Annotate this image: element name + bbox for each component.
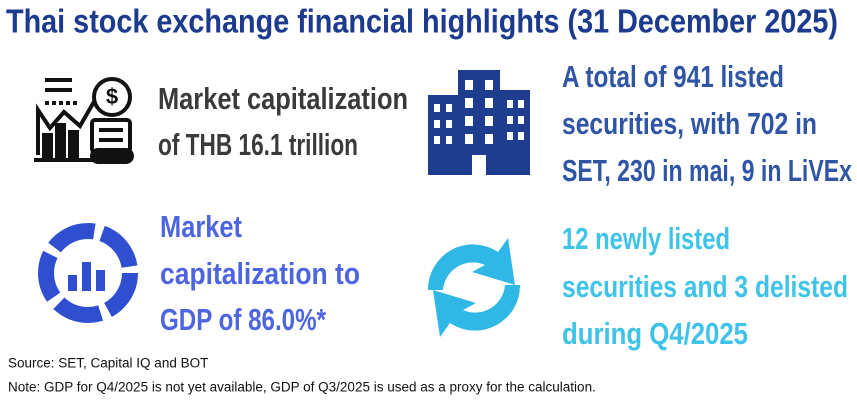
note: Note: GDP for Q4/2025 is not yet availab… [8, 380, 596, 395]
highlight-3: Market capitalization to GDP of 86.0%* [160, 209, 360, 337]
highlight-line: securities, with 702 in [562, 106, 817, 141]
highlight-line: during Q4/2025 [562, 316, 748, 351]
svg-text:$: $ [106, 84, 118, 109]
highlight-line: capitalization to [160, 256, 360, 291]
highlight-line: GDP of 86.0%* [160, 302, 327, 337]
gdp-icon [38, 223, 138, 323]
highlight-line: securities and 3 delisted [562, 269, 848, 304]
highlight-4: 12 newly listed securities and 3 deliste… [562, 221, 848, 351]
highlight-line: of THB 16.1 trillion [158, 127, 358, 162]
highlight-line: A total of 941 listed [562, 59, 784, 94]
refresh-icon [427, 238, 521, 337]
title: Thai stock exchange financial highlights… [6, 3, 838, 40]
highlight-line: Market capitalization [158, 81, 408, 116]
highlight-line: Market [160, 209, 242, 244]
highlight-line: SET, 230 in mai, 9 in LiVEx [562, 153, 853, 188]
highlight-1: Market capitalization of THB 16.1 trilli… [158, 81, 408, 162]
source: Source: SET, Capital IQ and BOT [8, 356, 208, 371]
building-icon [428, 70, 530, 175]
market-icon: $ [34, 77, 134, 164]
highlight-line: 12 newly listed [562, 221, 730, 256]
highlight-2: A total of 941 listed securities, with 7… [562, 59, 853, 188]
